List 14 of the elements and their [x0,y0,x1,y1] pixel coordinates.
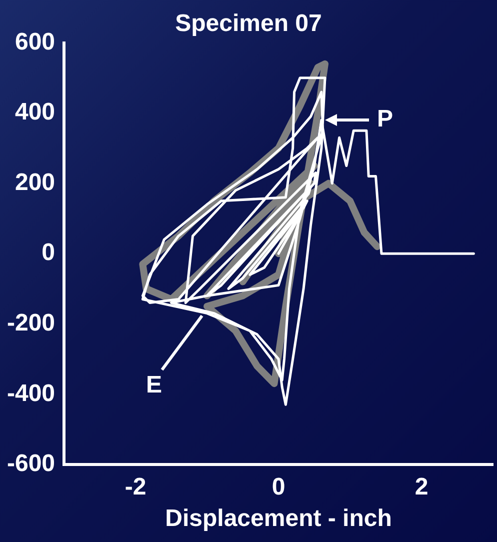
x-tick-label: -2 [124,473,146,500]
annotation: P [376,106,393,133]
y-tick-label: -400 [6,380,56,407]
y-tick-label: 600 [14,28,56,56]
x-tick-label: 2 [414,473,428,500]
x-axis-title: Displacement - inch [165,505,392,532]
y-tick-label: 200 [14,168,56,196]
y-tick-label: 400 [14,98,56,126]
y-tick-label: -200 [6,309,56,336]
y-tick-label: 0 [42,239,56,266]
y-tick-label: -600 [6,450,56,478]
annotation: E [146,371,162,398]
x-tick-label: 0 [272,473,286,500]
chart-title: Specimen 07 [175,10,322,38]
